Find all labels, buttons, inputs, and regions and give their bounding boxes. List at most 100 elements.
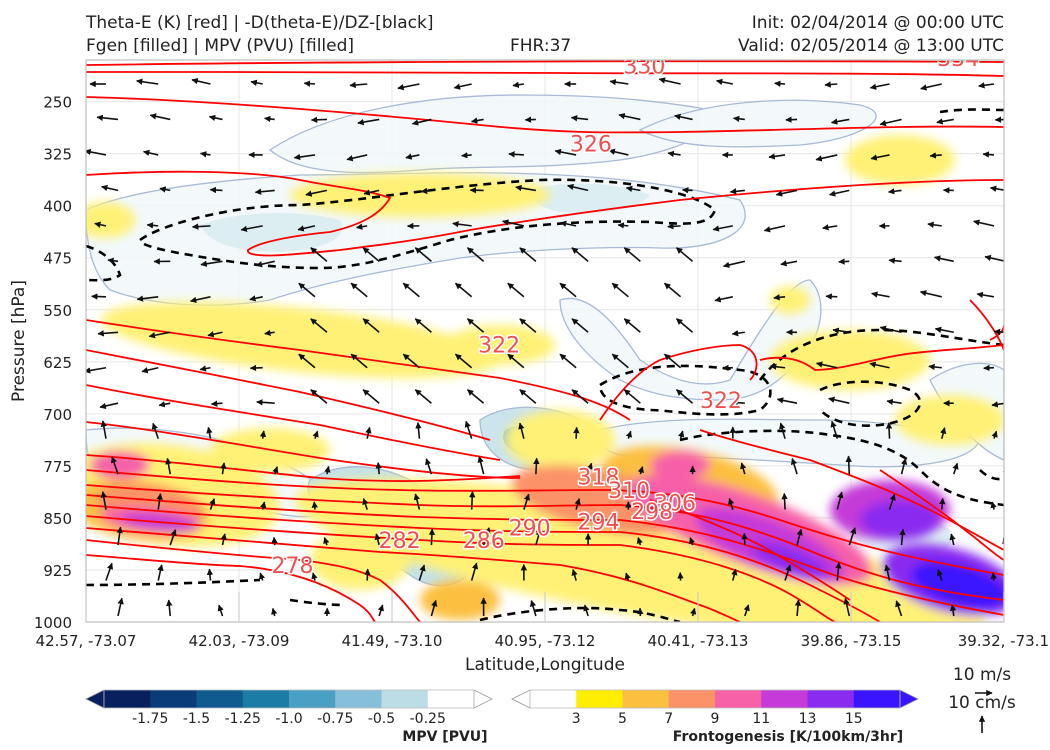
wind-arrow (784, 564, 792, 581)
y-tick-label: 400 (43, 198, 72, 216)
wind-arrow (454, 353, 473, 369)
wind-arrow (260, 501, 267, 510)
theta-e-label: 334 (937, 47, 979, 72)
wind-arrow (156, 493, 163, 510)
wind-arrow (611, 282, 629, 298)
wind-arrow (364, 568, 371, 581)
wind-arrow (830, 118, 850, 125)
wind-arrow (256, 399, 275, 406)
colorbar-swatch (150, 690, 197, 708)
y-tick-label: 850 (43, 510, 72, 528)
wind-arrow (310, 318, 328, 333)
x-tick-label: 40.41, -73.13 (648, 632, 749, 650)
wind-arrow (769, 363, 786, 370)
mpv-colorbar-label: MPV [PVU] (402, 729, 487, 745)
wind-arrow (836, 491, 844, 510)
gradient-contours (86, 108, 1004, 622)
wind-key-vertical: 10 cm/s (948, 693, 1016, 713)
wind-arrow (264, 115, 275, 123)
wind-arrow (362, 497, 369, 510)
wind-arrow (731, 399, 745, 406)
wind-arrow (305, 189, 328, 197)
wind-arrow (675, 389, 694, 404)
wind-arrow (845, 455, 852, 475)
wind-arrow (780, 260, 798, 267)
wind-arrow (362, 318, 380, 333)
wind-arrow (512, 81, 524, 88)
forecast-hour: FHR:37 (510, 36, 572, 56)
colorbar-extend-high (473, 689, 493, 709)
colorbar-tick-label: -0.25 (410, 711, 446, 727)
wind-arrow (952, 462, 959, 475)
wind-arrow (250, 79, 263, 86)
x-tick-label: 41.49, -73.10 (342, 632, 443, 650)
wind-arrow (940, 427, 947, 439)
wind-arrow (411, 118, 432, 126)
wind-arrow (148, 331, 171, 339)
wind-arrow (886, 398, 902, 406)
wind-arrow (264, 329, 275, 337)
wind-arrow (678, 430, 685, 439)
wind-arrow (763, 225, 786, 233)
wind-arrow (676, 501, 684, 510)
wind-arrow (740, 462, 747, 475)
wind-arrow (100, 420, 107, 439)
colorbar-swatch (715, 690, 762, 708)
wind-arrow (623, 318, 641, 333)
wind-arrow (533, 457, 540, 475)
wind-arrow (667, 223, 681, 230)
theta-e-label: 286 (463, 529, 505, 554)
colorbar-tick-label: 3 (572, 711, 581, 727)
title-line-1: Theta-E (K) [red] | -D(theta-E)/DZ-[blac… (86, 13, 434, 33)
wind-arrow (535, 529, 542, 546)
wind-arrow (949, 533, 956, 546)
x-tick-label: 42.57, -73.07 (36, 632, 137, 650)
colorbar-swatch (668, 690, 716, 708)
wind-arrow (571, 247, 589, 262)
x-tick-label: 40.95, -73.12 (495, 632, 596, 650)
wind-arrow (453, 83, 472, 90)
wind-arrow (189, 296, 211, 304)
wind-arrow (217, 604, 224, 617)
wind-arrow (573, 426, 580, 439)
wind-arrow (617, 222, 629, 229)
wind-arrow (773, 294, 786, 301)
wind-arrow (208, 114, 223, 122)
wind-arrow (731, 568, 738, 581)
wind-arrow (658, 77, 681, 85)
wind-arrow (414, 247, 432, 262)
wind-arrow (466, 247, 485, 262)
colorbar-extend-low (85, 689, 105, 709)
colorbar-tick-label: 9 (711, 711, 720, 727)
x-axis-label: Latitude,Longitude (465, 655, 625, 675)
wind-arrow (991, 430, 998, 439)
wind-arrow (464, 420, 473, 439)
wind-arrow (571, 318, 589, 333)
wind-arrow (939, 497, 946, 510)
wind-arrow (887, 188, 902, 195)
y-tick-label: 775 (43, 458, 72, 476)
colorbar-swatch (196, 690, 244, 708)
wind-arrow (323, 536, 330, 546)
wind-arrow (310, 247, 328, 262)
wind-arrow (586, 462, 593, 475)
colorbar-swatch (807, 690, 855, 708)
theta-e-label: 290 (509, 517, 551, 542)
wind-arrow (663, 282, 682, 298)
wind-arrow (199, 365, 211, 372)
wind-arrow (418, 564, 426, 581)
wind-arrow (349, 81, 368, 89)
wind-arrow (209, 186, 223, 194)
colorbar-tick-label: -1.5 (183, 711, 210, 727)
colorbar-swatch (761, 690, 808, 708)
wind-arrow (374, 533, 381, 546)
wind-arrow (310, 116, 327, 123)
y-tick-label: 625 (43, 354, 72, 372)
wind-arrow (982, 151, 995, 158)
theta-e-label: 298 (631, 500, 673, 525)
colorbar-frame (103, 689, 475, 709)
wind-arrow (674, 113, 693, 121)
wind-arrow (583, 604, 590, 617)
wind-arrow (507, 282, 525, 298)
theta-e-label: 282 (379, 529, 421, 554)
